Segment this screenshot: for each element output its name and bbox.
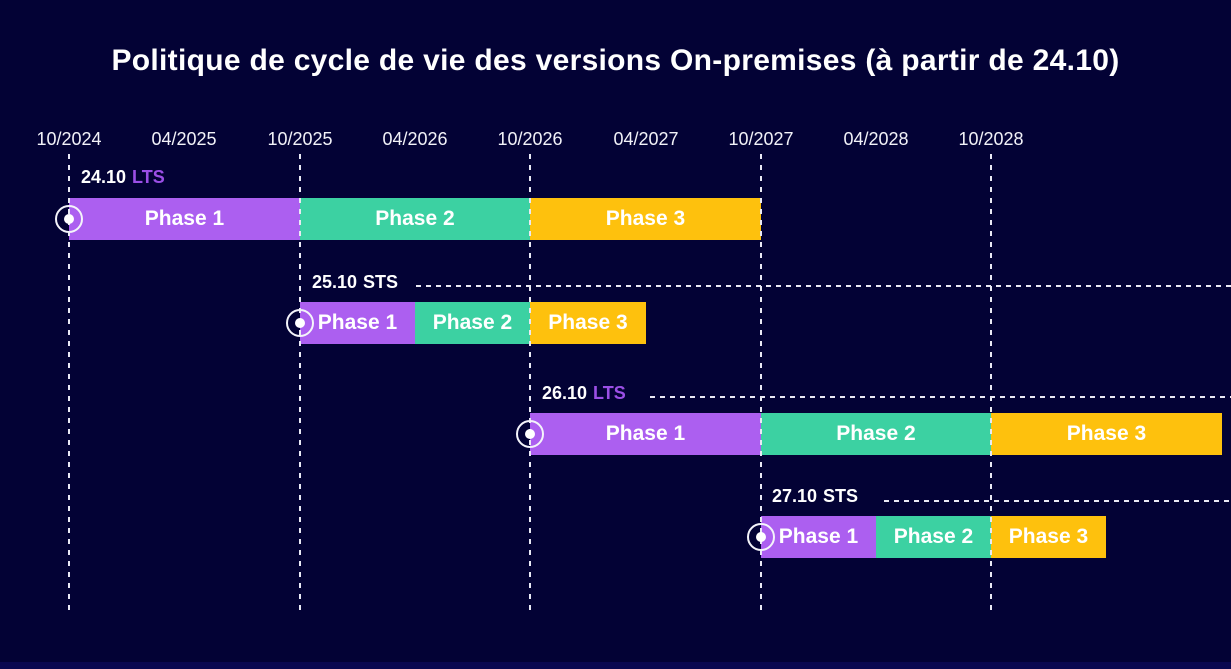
- release-version: 27.10: [772, 486, 818, 506]
- bar-25-10-phase-2: Phase 2: [415, 302, 530, 344]
- axis-tick: 04/2026: [382, 129, 448, 149]
- axis-tick: 10/2025: [267, 129, 333, 149]
- release-label-26-10: 26.10 LTS: [542, 383, 632, 404]
- release-start-marker-icon: [55, 205, 83, 233]
- release-start-marker-icon: [747, 523, 775, 551]
- marker-dot-icon: [756, 532, 766, 542]
- bar-26-10-phase-1: Phase 1: [530, 413, 761, 455]
- release-type-badge: STS: [363, 272, 399, 292]
- bar-27-10-phase-1: Phase 1: [761, 516, 876, 558]
- axis-tick: 04/2027: [613, 129, 679, 149]
- release-start-marker-icon: [286, 309, 314, 337]
- gridline-10-2024: [68, 154, 70, 610]
- gridline-10-2028: [990, 154, 992, 610]
- release-label-25-10: 25.10 STS: [312, 272, 405, 293]
- bar-27-10-phase-3: Phase 3: [991, 516, 1106, 558]
- release-start-marker-icon: [516, 420, 544, 448]
- release-type-badge: LTS: [593, 383, 626, 403]
- gridline-10-2026: [529, 154, 531, 610]
- timeline-leader-dashes: [416, 285, 1231, 287]
- bottom-accent-strip: [0, 662, 1231, 669]
- axis-tick: 10/2027: [728, 129, 794, 149]
- axis-tick: 10/2026: [497, 129, 563, 149]
- release-label-27-10: 27.10 STS: [772, 486, 865, 507]
- release-type-badge: LTS: [132, 167, 165, 187]
- axis-tick: 10/2024: [36, 129, 102, 149]
- timeline-leader-dashes: [884, 500, 1231, 502]
- timeline-leader-dashes: [650, 396, 1231, 398]
- marker-dot-icon: [525, 429, 535, 439]
- bar-24-10-phase-1: Phase 1: [69, 198, 300, 240]
- bar-26-10-phase-3: Phase 3: [991, 413, 1222, 455]
- axis-tick: 10/2028: [958, 129, 1024, 149]
- bar-24-10-phase-3: Phase 3: [530, 198, 761, 240]
- bar-26-10-phase-2: Phase 2: [761, 413, 991, 455]
- marker-dot-icon: [64, 214, 74, 224]
- release-version: 26.10: [542, 383, 588, 403]
- axis-tick: 04/2028: [843, 129, 909, 149]
- bar-25-10-phase-3: Phase 3: [530, 302, 646, 344]
- gridline-10-2027: [760, 154, 762, 610]
- gridline-10-2025: [299, 154, 301, 610]
- release-version: 25.10: [312, 272, 358, 292]
- release-label-24-10: 24.10 LTS: [81, 167, 171, 188]
- marker-dot-icon: [295, 318, 305, 328]
- page-title: Politique de cycle de vie des versions O…: [111, 44, 1120, 77]
- axis-tick: 04/2025: [151, 129, 217, 149]
- bar-27-10-phase-2: Phase 2: [876, 516, 991, 558]
- release-type-badge: STS: [823, 486, 859, 506]
- bar-25-10-phase-1: Phase 1: [300, 302, 415, 344]
- bar-24-10-phase-2: Phase 2: [300, 198, 530, 240]
- release-version: 24.10: [81, 167, 127, 187]
